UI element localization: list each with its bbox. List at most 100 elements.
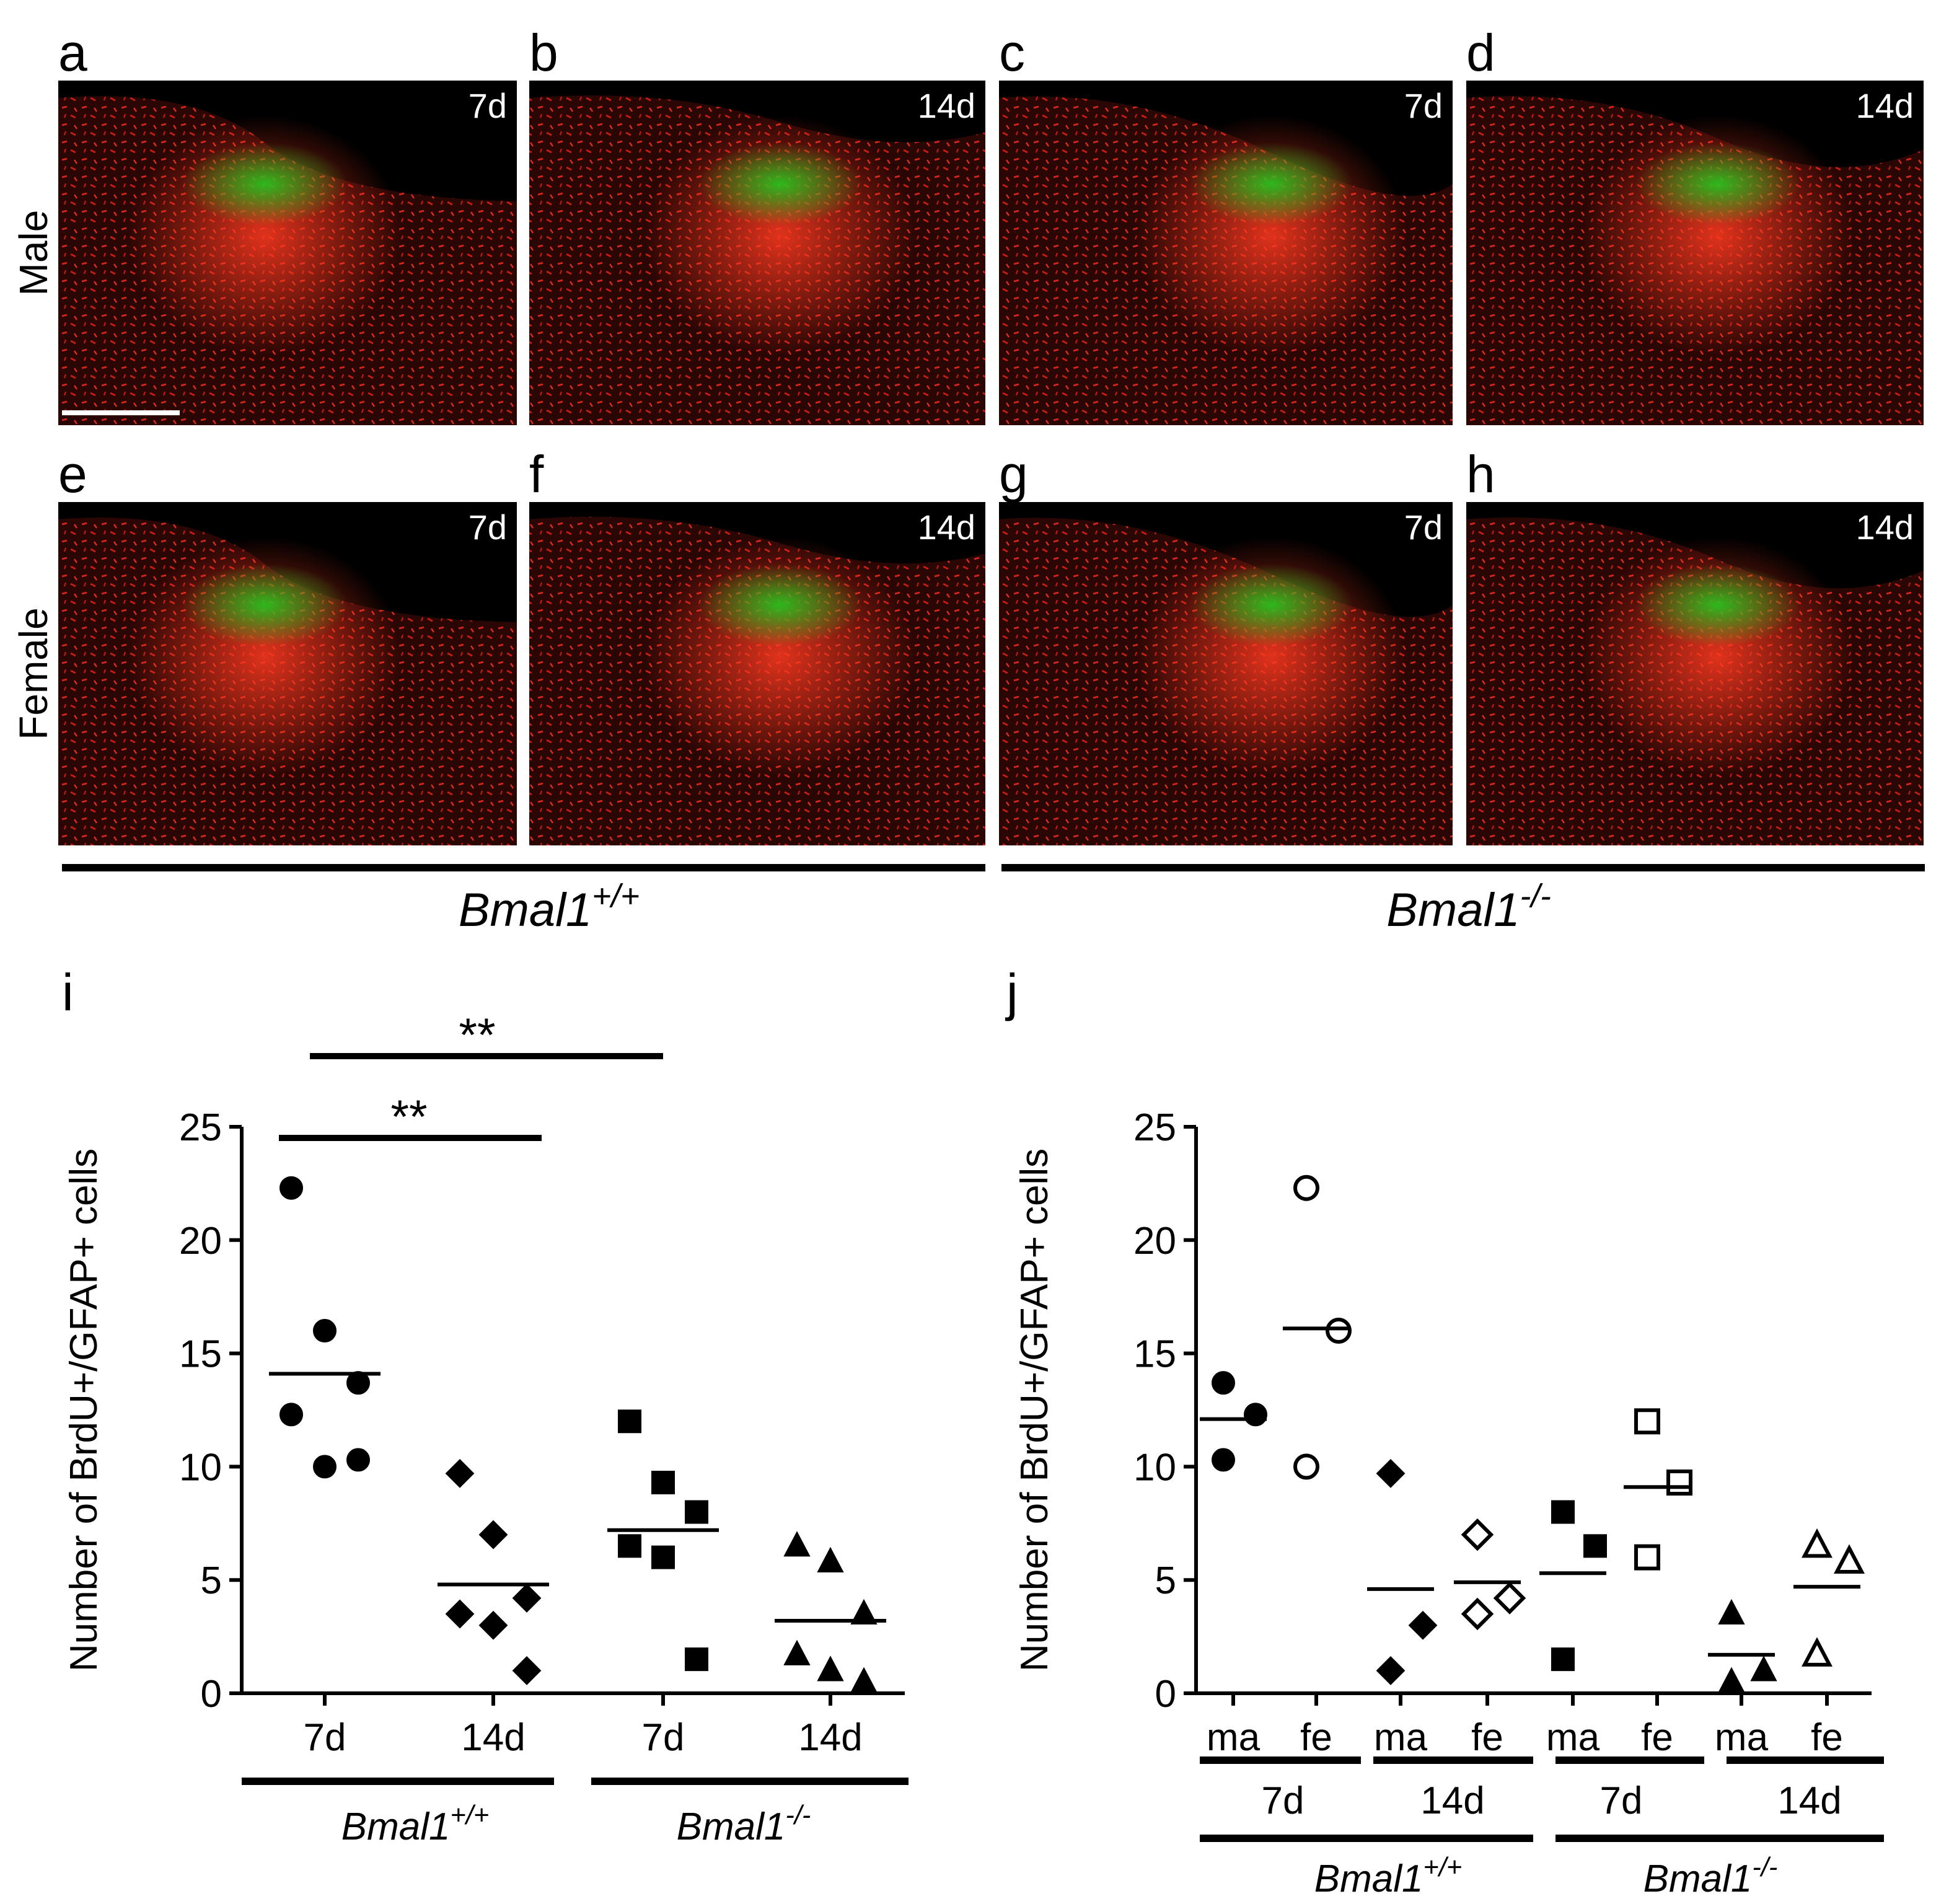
y-tick-label: 15 [1133, 1333, 1176, 1376]
x-tick-label: 7d [642, 1716, 685, 1759]
data-point [313, 1455, 337, 1479]
data-point [850, 1667, 878, 1693]
x-tick-label: 7d [304, 1716, 346, 1759]
genotype-name: Bmal1 [677, 1805, 786, 1848]
brdu-stain [182, 143, 348, 226]
time-label: 14d [1777, 1779, 1841, 1822]
y-tick-label: 25 [1133, 1106, 1176, 1149]
genotype-name: Bmal1 [341, 1805, 451, 1848]
data-point [1376, 1656, 1406, 1685]
time-label: 14d [1420, 1779, 1484, 1822]
panel-letter: e [58, 445, 87, 503]
row-label: Male [11, 210, 56, 296]
data-point [279, 1403, 303, 1427]
time-label: 7d [1404, 508, 1443, 547]
x-tick-label: 14d [798, 1716, 862, 1759]
x-tick-label: fe [1471, 1716, 1503, 1759]
y-tick-label: 15 [179, 1333, 222, 1376]
genotype-name: Bmal1 [1314, 1858, 1423, 1900]
x-tick-label: ma [1374, 1716, 1428, 1759]
data-point [1376, 1458, 1406, 1488]
genotype-label: Bmal1+/+ [1314, 1853, 1462, 1900]
data-point [445, 1599, 475, 1629]
data-point [512, 1584, 542, 1613]
time-label: 7d [1404, 86, 1443, 125]
x-tick-label: ma [1715, 1716, 1769, 1759]
time-label: 14d [1856, 86, 1914, 125]
genotype-name: Bmal1 [1643, 1858, 1753, 1900]
data-point [783, 1531, 811, 1557]
genotype-superscript: -/- [785, 1800, 811, 1830]
data-point [783, 1639, 811, 1665]
data-point [1408, 1610, 1438, 1640]
y-tick-label: 0 [201, 1673, 222, 1716]
time-label: 7d [469, 508, 507, 547]
x-tick-label: fe [1811, 1716, 1843, 1759]
data-point [817, 1546, 844, 1572]
brdu-stain [1189, 563, 1353, 646]
brdu-stain [182, 563, 348, 646]
y-tick-label: 5 [201, 1559, 222, 1602]
genotype-label: Bmal1-/- [1643, 1853, 1778, 1900]
time-label: 14d [1856, 508, 1914, 547]
brdu-stain [1635, 563, 1800, 646]
y-tick-label: 25 [179, 1106, 222, 1149]
data-point [651, 1470, 675, 1494]
data-point [618, 1534, 641, 1558]
data-point [346, 1448, 370, 1472]
panel-letter: j [1005, 963, 1018, 1021]
genotype-superscript: -/- [1752, 1853, 1777, 1882]
genotype-name: Bmal1 [1386, 884, 1520, 937]
y-tick-label: 0 [1155, 1673, 1176, 1716]
data-point [1634, 1408, 1660, 1435]
y-axis-label: Number of BrdU+/GFAP+ cells [1013, 1148, 1056, 1672]
brdu-stain [698, 563, 863, 646]
data-point [346, 1371, 370, 1395]
x-tick-label: fe [1641, 1716, 1673, 1759]
data-point [1461, 1597, 1494, 1631]
y-tick-label: 20 [1133, 1220, 1176, 1263]
y-axis-label: Number of BrdU+/GFAP+ cells [63, 1148, 105, 1672]
significance-label: ** [459, 1009, 495, 1062]
panel-letter: b [529, 24, 558, 82]
data-point [1493, 1582, 1526, 1615]
time-label: 14d [918, 86, 975, 125]
data-point [1634, 1544, 1660, 1571]
time-label: 7d [1600, 1779, 1643, 1822]
data-point [279, 1176, 303, 1200]
panel-letter: a [58, 24, 87, 82]
genotype-superscript: -/- [1520, 878, 1551, 915]
data-point [685, 1647, 708, 1672]
time-label: 14d [918, 508, 975, 547]
data-point [1802, 1637, 1833, 1667]
genotype-superscript: +/+ [451, 1800, 490, 1830]
y-tick-label: 10 [179, 1446, 222, 1489]
panel-letter: i [62, 963, 74, 1021]
data-point [1212, 1448, 1235, 1472]
x-tick-label: ma [1207, 1716, 1261, 1759]
panel-letter: h [1466, 445, 1495, 503]
brdu-stain [1189, 143, 1353, 226]
panel-letter: d [1466, 24, 1495, 82]
data-point [1293, 1175, 1319, 1201]
significance-label: ** [390, 1091, 427, 1144]
y-tick-label: 20 [179, 1220, 222, 1263]
panel-letter: g [999, 445, 1028, 503]
data-point [1244, 1403, 1267, 1427]
brdu-stain [1635, 143, 1800, 226]
panel-letter: f [529, 445, 544, 503]
data-point [1750, 1655, 1777, 1681]
row-label: Female [11, 607, 56, 739]
data-point [817, 1655, 844, 1681]
data-point [1666, 1469, 1692, 1496]
brdu-stain [698, 143, 863, 226]
data-point [1551, 1500, 1575, 1524]
genotype-superscript: +/+ [592, 878, 640, 915]
genotype-label: Bmal1-/- [677, 1800, 811, 1848]
y-tick-label: 5 [1155, 1559, 1176, 1602]
genotype-name: Bmal1 [459, 884, 592, 937]
data-point [1718, 1598, 1745, 1625]
data-point [1802, 1528, 1833, 1558]
data-point [651, 1545, 675, 1569]
